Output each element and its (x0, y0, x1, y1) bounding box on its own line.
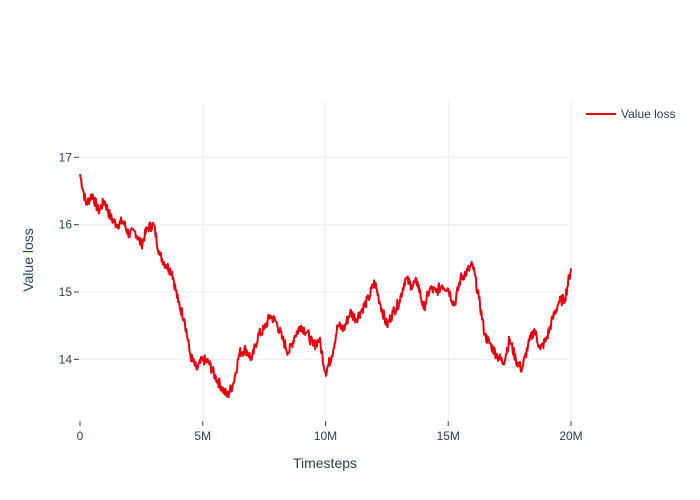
y-tick-label: 16 (59, 218, 73, 232)
y-tick-label: 15 (59, 285, 73, 299)
series-layer (79, 173, 572, 399)
y-tick-label: 17 (59, 150, 73, 164)
x-tick-label: 15M (437, 429, 460, 443)
x-tick-label: 10M (314, 429, 337, 443)
legend-label-value-loss: Value loss (621, 107, 675, 121)
series-line-value-loss (79, 173, 572, 399)
x-tick-label: 0 (77, 429, 84, 443)
y-axis-ticks: 14 15 16 17 (59, 150, 79, 366)
x-axis-ticks: 0 5M 10M 15M 20M (77, 421, 583, 443)
grid-lines (80, 100, 572, 420)
y-axis-title: Value loss (20, 228, 36, 292)
x-tick-label: 20M (559, 429, 582, 443)
x-tick-label: 5M (194, 429, 211, 443)
legend: Value loss (586, 107, 675, 121)
y-tick-label: 14 (59, 352, 73, 366)
x-axis-title: Timesteps (293, 455, 357, 471)
